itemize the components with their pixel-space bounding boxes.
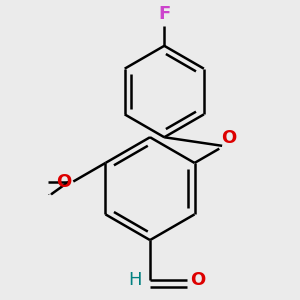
Text: H: H	[128, 271, 141, 289]
Text: O: O	[57, 172, 72, 190]
Text: methoxy: methoxy	[48, 194, 54, 195]
Text: O: O	[190, 271, 205, 289]
Text: F: F	[158, 5, 170, 23]
Text: O: O	[221, 129, 236, 147]
